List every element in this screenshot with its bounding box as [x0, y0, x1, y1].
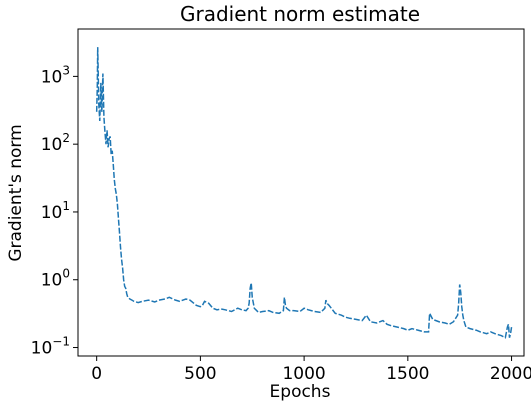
plot-frame: [77, 28, 525, 357]
x-tick-label: 1500: [386, 364, 429, 384]
chart-title: Gradient norm estimate: [180, 2, 420, 26]
y-tick-label: 103: [41, 63, 70, 87]
series-layer: [95, 47, 513, 339]
x-axis: 0 500 1000 1500 2000: [91, 356, 531, 384]
y-tick-label: 100: [41, 267, 70, 291]
x-tick-label: 2000: [490, 364, 531, 384]
series-line: [95, 47, 513, 339]
x-tick-label: 0: [91, 364, 102, 384]
y-tick-label: 102: [41, 131, 70, 155]
x-tick-label: 1000: [282, 364, 325, 384]
y-tick-label: 10−1: [31, 335, 70, 359]
y-axis-label: Gradient's norm: [6, 124, 26, 261]
x-axis-label: Epochs: [270, 382, 331, 402]
x-tick-label: 500: [184, 364, 216, 384]
y-axis: 10−1 100 101 102 103: [31, 63, 78, 359]
y-tick-label: 101: [41, 199, 70, 223]
